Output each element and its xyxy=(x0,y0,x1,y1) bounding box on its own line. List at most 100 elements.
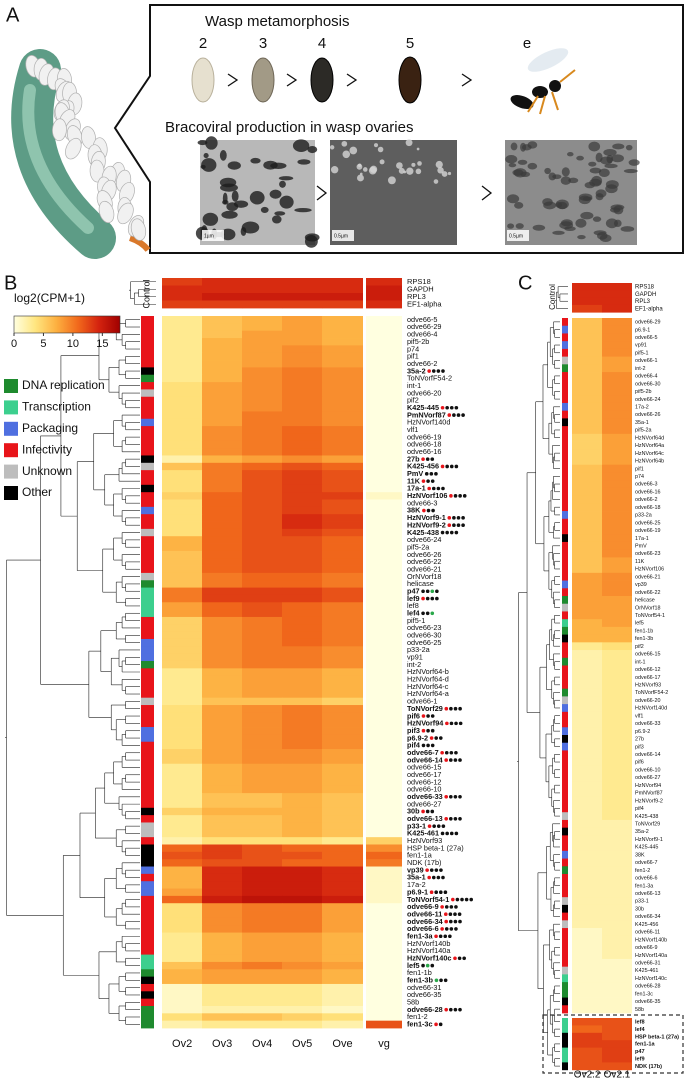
heatmap-cell xyxy=(202,1005,243,1014)
category-cell xyxy=(141,653,154,662)
heatmap-cell xyxy=(572,495,603,504)
heatmap-cell xyxy=(366,756,402,765)
heatmap-cell xyxy=(602,1018,632,1026)
heatmap-cell xyxy=(366,462,402,471)
category-cell xyxy=(562,341,568,350)
heatmap-cell xyxy=(242,330,283,339)
category-cell xyxy=(141,580,154,588)
row-label: HzNVorf64-b xyxy=(407,667,449,676)
annotation-dot xyxy=(431,486,436,491)
heatmap-cell xyxy=(202,712,243,721)
heatmap-cell xyxy=(202,470,243,478)
row-label: fen1-3b xyxy=(407,976,433,985)
heatmap-cell xyxy=(602,935,632,944)
panel-label: B xyxy=(4,272,17,294)
heatmap-cell xyxy=(242,719,283,728)
arrow-gt xyxy=(461,73,473,87)
heatmap-cell xyxy=(162,440,203,449)
heatmap-cell xyxy=(322,859,363,867)
row-label: pif3 xyxy=(635,744,644,750)
heatmap-cell xyxy=(282,998,323,1007)
row-label: K425-438 xyxy=(635,814,658,820)
heatmap-cell xyxy=(602,457,632,466)
row-label: pif5-2a xyxy=(407,542,430,551)
heatmap-cell xyxy=(366,477,402,486)
category-cell xyxy=(141,462,154,471)
row-label: odve66-13 xyxy=(407,814,443,823)
category-cell xyxy=(562,750,568,759)
row-label: K425-461 xyxy=(407,829,439,838)
annotation-dot xyxy=(426,728,430,733)
em-cell xyxy=(521,144,532,151)
category-cell xyxy=(141,1005,154,1014)
heatmap-cell xyxy=(242,418,283,427)
category-cell xyxy=(141,616,154,625)
heatmap-cell xyxy=(242,594,283,603)
heatmap-cell xyxy=(602,503,632,512)
heatmap-cell xyxy=(162,859,203,867)
heatmap-cell xyxy=(282,749,323,757)
heatmap-cell xyxy=(242,624,283,633)
heatmap-cell xyxy=(242,462,283,471)
row-label: 58b xyxy=(635,1007,644,1013)
row-label: pif1 xyxy=(407,352,419,361)
heatmap-cell xyxy=(282,822,323,831)
heatmap-cell xyxy=(162,969,203,978)
colorbar-tick-label: 10 xyxy=(67,338,79,350)
category-cell xyxy=(562,943,568,952)
heatmap-cell xyxy=(322,1020,363,1029)
heatmap-cell xyxy=(322,932,363,941)
heatmap-cell xyxy=(366,433,402,442)
em-blob xyxy=(272,215,282,224)
heatmap-cell xyxy=(322,572,363,581)
annotation-dot xyxy=(430,714,435,718)
row-label: fen1-3c xyxy=(635,991,653,997)
heatmap-cell xyxy=(602,557,632,566)
annotation-dot xyxy=(421,963,425,968)
category-cell xyxy=(141,528,154,537)
heatmap-cell xyxy=(572,711,603,720)
annotation-dot xyxy=(444,750,449,755)
heatmap-cell xyxy=(602,858,632,867)
heatmap-cell xyxy=(602,958,632,968)
annotation-dot xyxy=(434,472,438,476)
category-cell xyxy=(562,881,568,890)
heatmap-cell xyxy=(162,484,203,493)
heatmap-cell xyxy=(202,873,243,882)
row-label: NDK (17b) xyxy=(407,858,441,867)
em-speck xyxy=(433,179,439,184)
heatmap-cell xyxy=(602,765,632,775)
row-label: odve66-2 xyxy=(635,497,657,503)
heatmap-cell xyxy=(282,815,323,823)
heatmap-cell xyxy=(322,939,363,948)
heatmap-cell xyxy=(602,742,632,751)
row-label: lef8 xyxy=(407,601,419,610)
row-label: K425-461 xyxy=(635,968,658,974)
heatmap-cell xyxy=(242,903,283,911)
column-label: Ov5 xyxy=(292,1038,312,1050)
heatmap-cell xyxy=(322,991,363,1000)
heatmap-cell xyxy=(602,518,632,527)
dendrograms xyxy=(5,281,568,1067)
row-label: odve66-2 xyxy=(407,359,437,368)
category-cell xyxy=(141,330,154,339)
category-cell xyxy=(562,1005,568,1014)
row-label: odve66-16 xyxy=(635,489,660,495)
heatmap-cell xyxy=(572,789,603,798)
heatmap-cell xyxy=(162,756,203,765)
heatmap-cell xyxy=(282,961,323,970)
row-label: 38K xyxy=(407,506,421,515)
row-label: pif4 xyxy=(635,806,644,812)
heatmap-cell xyxy=(572,611,603,620)
heatmap-cell xyxy=(202,705,243,713)
heatmap-cell xyxy=(282,506,323,515)
heatmap-cell xyxy=(202,521,243,530)
category-cell xyxy=(562,356,568,365)
annotation-dot xyxy=(449,905,454,909)
heatmap-cell xyxy=(242,389,283,398)
category-cell xyxy=(141,675,154,684)
category-cell xyxy=(562,526,568,535)
heatmap-cell xyxy=(242,338,283,346)
row-label: 38K xyxy=(635,852,645,858)
heatmap-cell xyxy=(602,356,632,365)
